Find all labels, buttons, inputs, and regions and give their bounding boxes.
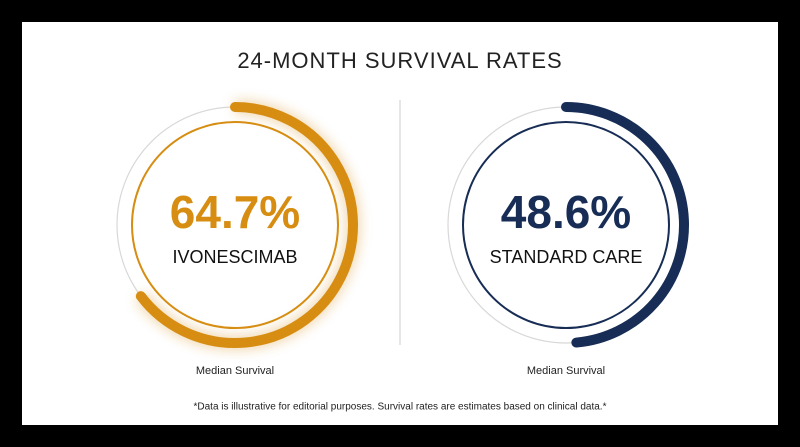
inner-ring — [131, 121, 339, 329]
title: 24-MONTH SURVIVAL RATES — [237, 48, 562, 73]
gauge-label: STANDARD CARE — [490, 247, 643, 267]
value-label: 48.6% — [501, 186, 631, 238]
value-label: 64.7% — [170, 186, 300, 238]
gauge-arc — [561, 102, 689, 348]
gauge-label: IVONESCIMAB — [172, 247, 297, 267]
gauge-arc — [135, 102, 358, 348]
inner-ring — [462, 121, 670, 329]
caption: Median Survival — [527, 365, 605, 377]
footnote: *Data is illustrative for editorial purp… — [194, 402, 607, 413]
caption: Median Survival — [196, 365, 274, 377]
